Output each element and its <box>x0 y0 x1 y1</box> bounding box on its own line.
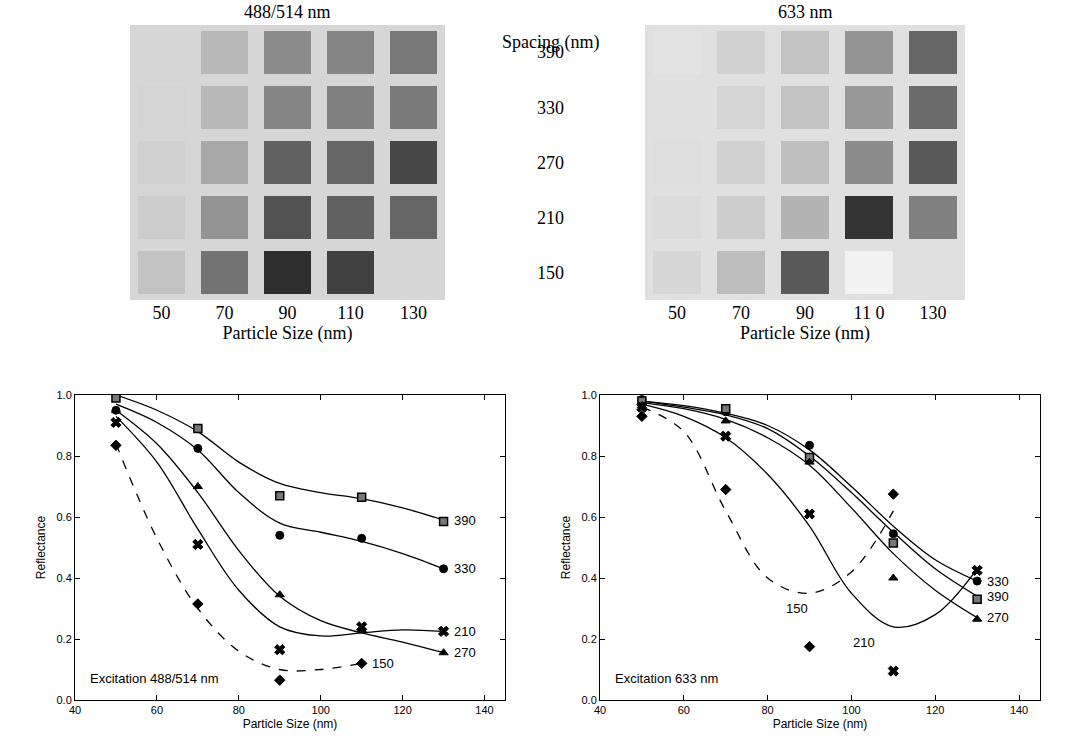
svg-text:0.4: 0.4 <box>57 572 72 584</box>
svg-text:270: 270 <box>987 610 1009 625</box>
svg-text:390: 390 <box>987 589 1009 604</box>
svg-text:100: 100 <box>842 704 860 716</box>
svg-text:Particle Size (nm): Particle Size (nm) <box>740 323 870 344</box>
svg-text:390: 390 <box>537 42 564 62</box>
svg-text:50: 50 <box>668 303 686 323</box>
svg-text:Reflectance: Reflectance <box>34 515 48 579</box>
svg-text:488/514 nm: 488/514 nm <box>244 2 331 22</box>
svg-text:150: 150 <box>786 601 808 616</box>
svg-text:330: 330 <box>987 574 1009 589</box>
svg-text:0.8: 0.8 <box>582 450 597 462</box>
svg-text:0.0: 0.0 <box>57 694 72 706</box>
svg-text:150: 150 <box>372 656 394 671</box>
svg-text:90: 90 <box>279 303 297 323</box>
svg-text:270: 270 <box>537 153 564 173</box>
svg-text:330: 330 <box>454 561 476 576</box>
svg-text:80: 80 <box>233 704 245 716</box>
svg-text:150: 150 <box>537 263 564 283</box>
svg-text:100: 100 <box>312 704 330 716</box>
svg-text:110: 110 <box>337 303 363 323</box>
svg-text:130: 130 <box>920 303 947 323</box>
svg-text:1.0: 1.0 <box>582 389 597 401</box>
svg-text:120: 120 <box>926 704 944 716</box>
svg-text:633 nm: 633 nm <box>778 2 833 22</box>
svg-text:0.4: 0.4 <box>582 572 597 584</box>
svg-text:11 0: 11 0 <box>854 303 885 323</box>
svg-text:70: 70 <box>216 303 234 323</box>
svg-text:Spacing (nm): Spacing (nm) <box>502 32 599 53</box>
svg-text:90: 90 <box>796 303 814 323</box>
svg-text:Particle Size (nm): Particle Size (nm) <box>223 323 353 344</box>
svg-text:140: 140 <box>475 704 493 716</box>
svg-text:330: 330 <box>537 98 564 118</box>
svg-text:210: 210 <box>537 208 564 228</box>
svg-text:210: 210 <box>853 635 875 650</box>
svg-text:0.2: 0.2 <box>582 633 597 645</box>
svg-text:Particle Size (nm): Particle Size (nm) <box>243 717 338 731</box>
svg-text:270: 270 <box>454 645 476 660</box>
svg-text:60: 60 <box>678 704 690 716</box>
svg-text:Excitation 488/514 nm: Excitation 488/514 nm <box>90 671 219 686</box>
svg-text:Reflectance: Reflectance <box>559 515 573 579</box>
svg-text:80: 80 <box>761 704 773 716</box>
svg-text:40: 40 <box>594 704 606 716</box>
svg-text:130: 130 <box>400 303 427 323</box>
svg-text:140: 140 <box>1010 704 1028 716</box>
svg-text:0.6: 0.6 <box>57 511 72 523</box>
svg-text:Particle Size (nm): Particle Size (nm) <box>773 717 868 731</box>
svg-text:0.8: 0.8 <box>57 450 72 462</box>
svg-text:1.0: 1.0 <box>57 389 72 401</box>
svg-text:120: 120 <box>393 704 411 716</box>
svg-text:70: 70 <box>732 303 750 323</box>
svg-text:0.6: 0.6 <box>582 511 597 523</box>
svg-text:Excitation 633 nm: Excitation 633 nm <box>615 671 718 686</box>
svg-text:60: 60 <box>151 704 163 716</box>
svg-text:0.2: 0.2 <box>57 633 72 645</box>
svg-text:390: 390 <box>454 513 476 528</box>
svg-text:210: 210 <box>454 624 476 639</box>
svg-text:40: 40 <box>69 704 81 716</box>
svg-text:0.0: 0.0 <box>582 694 597 706</box>
svg-text:50: 50 <box>153 303 171 323</box>
